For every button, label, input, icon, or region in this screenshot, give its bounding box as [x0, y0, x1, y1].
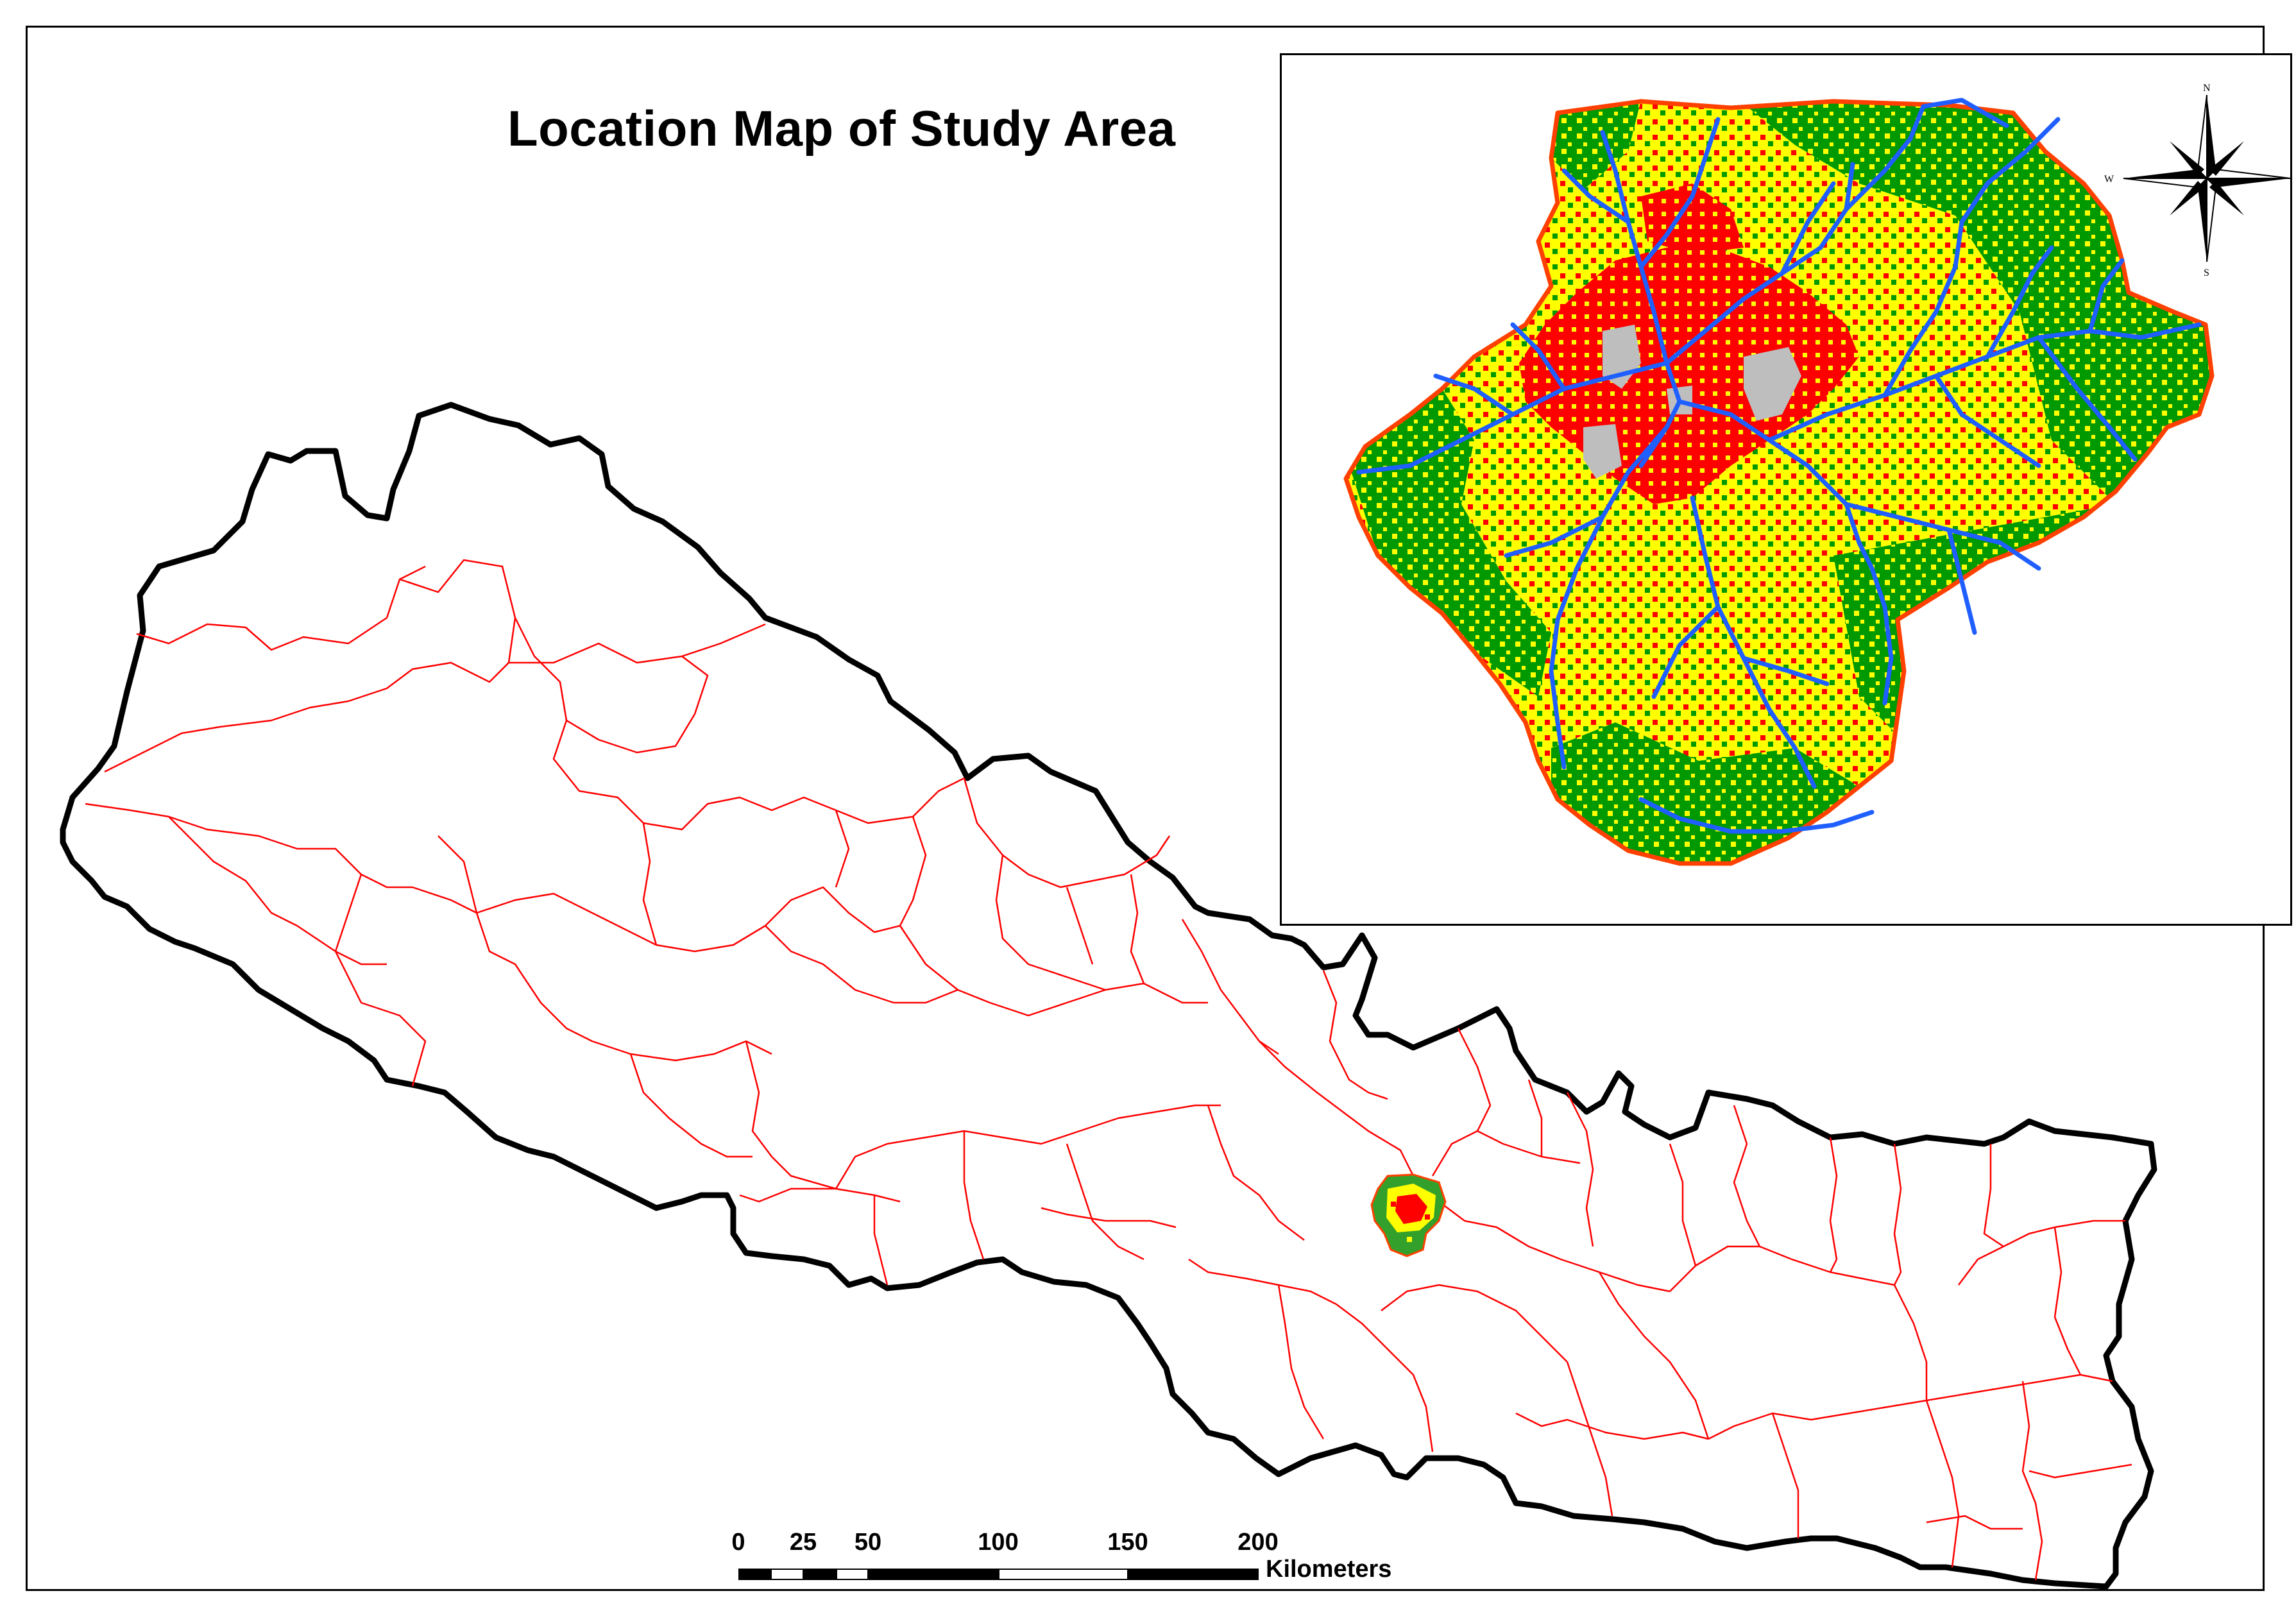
river-network — [1356, 98, 2202, 834]
scale-segment — [803, 1569, 837, 1580]
map-frame: Location Map of Study Area — [26, 26, 2292, 1591]
scale-label-100: 100 — [978, 1529, 1019, 1556]
scale-label-50: 50 — [854, 1529, 882, 1556]
scale-segment — [1128, 1569, 1259, 1580]
south-label: S — [2204, 268, 2209, 278]
scale-label-0: 0 — [731, 1529, 745, 1556]
inset-map: N S E W — [1280, 53, 2292, 926]
main-map — [60, 402, 2157, 1590]
scale-segment — [868, 1569, 999, 1580]
watershed-landcover — [1346, 101, 2212, 863]
scale-units-label: Kilometers — [1266, 1556, 1392, 1583]
district-boundaries — [85, 559, 2132, 1581]
scale-segment — [998, 1569, 1128, 1580]
map-title: Location Map of Study Area — [507, 100, 1176, 157]
watershed-outline — [1343, 99, 2215, 866]
scale-bar: 0 25 50 100 150 200 Kilometers — [731, 1529, 1439, 1606]
north-arrow: N S E W — [2104, 83, 2290, 278]
study-area-marker — [1370, 1173, 1447, 1257]
country-boundary — [60, 402, 2157, 1590]
west-label: W — [2104, 174, 2114, 185]
scale-segment — [836, 1569, 869, 1580]
north-label: N — [2203, 83, 2211, 94]
scale-label-25: 25 — [789, 1529, 817, 1556]
scale-label-200: 200 — [1237, 1529, 1279, 1556]
scale-segment — [738, 1569, 771, 1580]
scale-label-150: 150 — [1107, 1529, 1148, 1556]
scale-segment — [770, 1569, 804, 1580]
